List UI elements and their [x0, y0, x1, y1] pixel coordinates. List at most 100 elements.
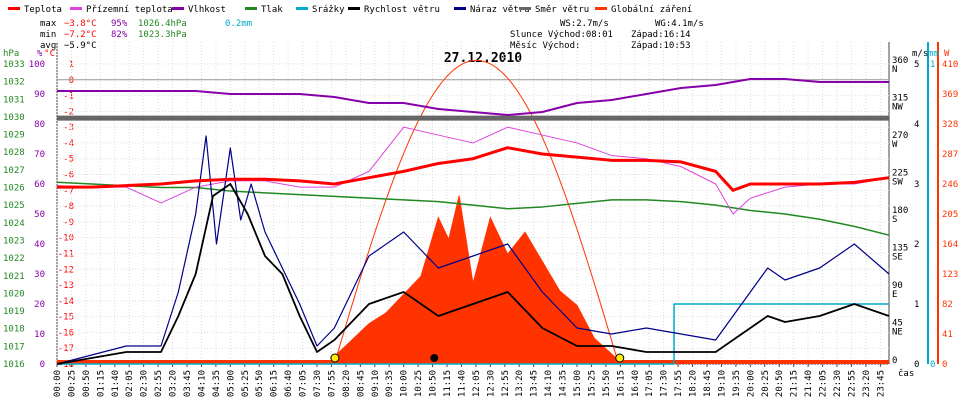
stat-max-temp: −3.8°C [64, 19, 97, 29]
time-tick-label: 11:15 [443, 370, 453, 397]
legend-label: Globální záření [611, 5, 692, 15]
time-tick-label: 02:55 [154, 370, 164, 397]
time-tick-label: 16:40 [631, 370, 641, 397]
hpa-tick-label: 1031 [3, 95, 25, 105]
time-tick-label: 15:00 [573, 370, 583, 397]
moonset-marker [430, 354, 439, 362]
hpa-tick-label: 1029 [3, 131, 25, 141]
time-tick-label: 17:30 [660, 370, 670, 397]
time-tick-label: 07:05 [299, 370, 309, 397]
rain-line [57, 303, 889, 365]
hpa-tick-label: 1018 [3, 325, 25, 335]
chart-title: 27.12.2010 [444, 51, 522, 66]
time-tick-label: 13:20 [515, 370, 525, 397]
dir-name-label: E [892, 290, 897, 300]
rad-tick-label: 82 [942, 300, 953, 310]
time-tick-label: 01:15 [96, 370, 106, 397]
stat-max-hum: 95% [111, 19, 128, 29]
rad-tick-label: 328 [942, 120, 958, 130]
stat-max-press: 1026.4hPa [138, 19, 187, 29]
dir-tick-label: 270 [892, 131, 908, 141]
temp-tick-label: 1 [69, 60, 74, 70]
stat-avg-temp: −5.9°C [64, 41, 97, 51]
time-tick-label: 06:40 [284, 370, 294, 397]
time-tick-label: 12:55 [501, 370, 511, 397]
rad-tick-label: 287 [942, 150, 958, 160]
moon-set: Západ:10:53 [631, 41, 691, 51]
time-tick-label: 17:05 [645, 370, 655, 397]
wind-tick-label: 2 [914, 240, 919, 250]
rad-unit-label: W [944, 49, 950, 59]
temp-tick-label: -3 [63, 123, 74, 133]
stat-min-label: min [40, 30, 56, 40]
time-tick-label: 15:50 [602, 370, 612, 397]
time-tick-label: 23:45 [876, 370, 886, 397]
hum-tick-label: 90 [34, 90, 45, 100]
time-tick-label: 01:40 [111, 370, 121, 397]
legend-swatch [296, 7, 308, 10]
legend-swatch [70, 7, 82, 10]
hum-tick-label: 20 [34, 300, 45, 310]
sunset-marker [615, 353, 625, 363]
hpa-tick-label: 1017 [3, 342, 25, 352]
time-tick-label: 05:50 [255, 370, 265, 397]
wind-unit-label: m/s [912, 49, 928, 59]
time-tick-label: 09:35 [385, 370, 395, 397]
legend-label: Tlak [261, 5, 283, 15]
temp-tick-label: -6 [63, 171, 74, 181]
dir-name-label: N [892, 65, 897, 75]
time-tick-label: 14:10 [544, 370, 554, 397]
time-tick-label: 07:55 [327, 370, 337, 397]
dir-tick-label: 225 [892, 169, 908, 179]
dir-tick-label: 315 [892, 94, 908, 104]
hpa-tick-label: 1020 [3, 289, 25, 299]
sunrise-marker [330, 353, 340, 363]
temp-tick-label: -10 [58, 234, 74, 244]
time-tick-label: 03:45 [183, 370, 193, 397]
wind-tick-label: 3 [914, 180, 919, 190]
ground-temperature-line [56, 126, 890, 215]
legend: Teplota Přízemní teplota Vlhkost Tlak Srážky… [8, 5, 692, 15]
time-tick-label: 13:45 [530, 370, 540, 397]
hpa-tick-label: 1021 [3, 272, 25, 282]
legend-label: Směr větru [535, 5, 589, 15]
rain-unit-label: mm [928, 49, 939, 59]
time-tick-label: 07:30 [313, 370, 323, 397]
hum-unit-label: % [37, 49, 43, 59]
hpa-tick-label: 1022 [3, 254, 25, 264]
time-tick-label: 09:10 [371, 370, 381, 397]
time-tick-label: 00:25 [67, 370, 77, 397]
time-tick-label: 20:25 [761, 370, 771, 397]
stat-min-temp: −7.2°C [64, 30, 97, 40]
legend-swatch [8, 7, 20, 10]
hpa-tick-label: 1026 [3, 184, 25, 194]
time-tick-label: 04:35 [212, 370, 222, 397]
time-tick-label: 18:45 [703, 370, 713, 397]
legend-swatch [519, 7, 531, 10]
radiation-baseline [57, 360, 889, 364]
legend-label: Srážky [312, 5, 345, 15]
dir-name-label: SE [892, 253, 903, 263]
time-tick-label: 05:00 [226, 370, 236, 397]
time-tick-label: 10:25 [414, 370, 424, 397]
dir-name-label: NE [892, 328, 903, 338]
time-tick-label: 11:40 [457, 370, 467, 397]
temp-tick-label: -15 [58, 313, 74, 323]
temp-tick-label: -11 [58, 249, 74, 259]
temp-tick-label: -4 [63, 139, 74, 149]
time-tick-label: 10:00 [400, 370, 410, 397]
wind-tick-label: 4 [914, 120, 919, 130]
stat-min-press: 1023.3hPa [138, 30, 187, 40]
temp-tick-label: -2 [63, 107, 74, 117]
global-radiation-area [333, 195, 620, 365]
sun-rise: Slunce Východ:08:01 [510, 30, 613, 40]
time-tick-label: 17:55 [674, 370, 684, 397]
hpa-tick-label: 1027 [3, 166, 25, 176]
temp-tick-label: -5 [63, 155, 74, 165]
wind-tick-label: 1 [914, 300, 919, 310]
stats-block: max −3.8°C 95% 1026.4hPa 0.2mm min −7.2°… [40, 19, 704, 51]
series-layer [56, 59, 890, 365]
time-tick-label: 20:50 [775, 370, 785, 397]
legend-label: Vlhkost [188, 5, 226, 15]
temp-tick-label: -17 [58, 344, 74, 354]
